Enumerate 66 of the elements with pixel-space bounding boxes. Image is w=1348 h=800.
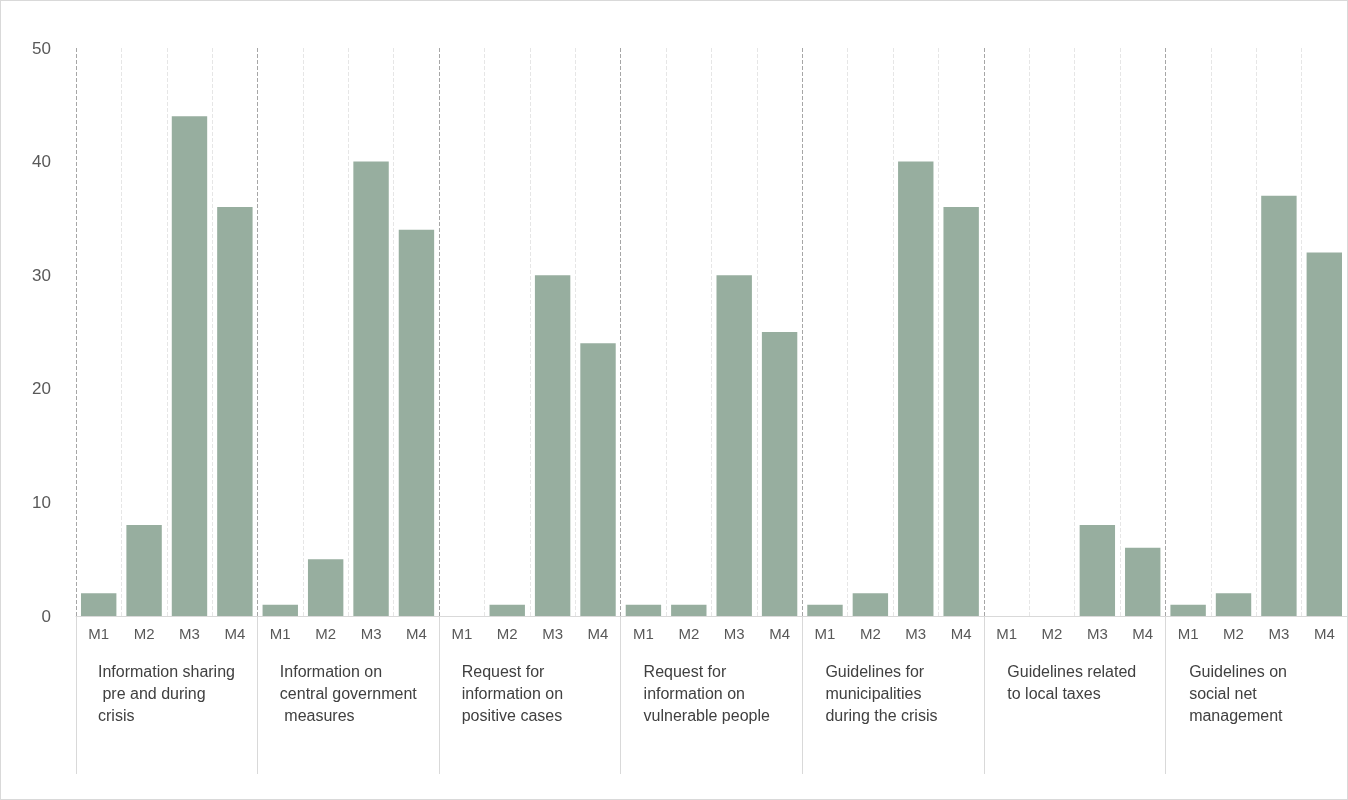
x-tick-label: M1 xyxy=(451,625,473,642)
x-tick-label: M2 xyxy=(133,625,155,642)
bar xyxy=(217,207,253,616)
text: Guidelines related to local taxes xyxy=(1007,662,1141,702)
bar xyxy=(671,604,707,616)
bar xyxy=(807,604,843,616)
x-tick-label: M1 xyxy=(996,625,1017,642)
x-tick-label: M2 xyxy=(1041,625,1063,642)
bar xyxy=(716,275,752,616)
bar xyxy=(625,604,662,616)
x-tick-label: M2 xyxy=(496,625,518,642)
text: Guidelines for municipalities during the crisis xyxy=(825,662,938,724)
x-tick-label: M4 xyxy=(406,625,427,642)
text: Information on central government measures xyxy=(279,662,418,724)
bar xyxy=(761,332,798,616)
text: Information sharing pre and during crisis xyxy=(98,662,235,724)
bar xyxy=(1170,604,1206,616)
y-tick-label: 40 xyxy=(32,152,51,172)
x-tick-label: M3 xyxy=(542,625,564,642)
x-tick-label: M4 xyxy=(1132,625,1154,642)
x-tick-label: M2 xyxy=(678,625,700,642)
y-tick-label: 20 xyxy=(32,379,51,399)
text: Guidelines on social net management xyxy=(1189,662,1292,724)
x-tick-label: M4 xyxy=(950,625,972,642)
bar xyxy=(1215,593,1252,616)
x-tick-label: M4 xyxy=(224,625,246,642)
x-tick-label: M4 xyxy=(769,625,791,642)
bar xyxy=(489,604,525,616)
bar xyxy=(262,604,298,616)
bar xyxy=(1261,195,1297,616)
x-tick-label: M1 xyxy=(632,625,654,642)
x-tick-label: M2 xyxy=(1223,625,1244,642)
bar xyxy=(898,161,934,616)
bar xyxy=(1125,547,1161,616)
bar xyxy=(1306,252,1343,616)
bar xyxy=(171,116,208,616)
x-tick-label: M3 xyxy=(723,625,745,642)
text: Request for information on vulnerable people xyxy=(643,662,770,724)
x-tick-label: M1 xyxy=(814,625,836,642)
x-tick-label: M1 xyxy=(88,625,110,642)
text: Request for information on positive cases xyxy=(461,662,568,724)
x-tick-label: M4 xyxy=(1313,625,1335,642)
bar xyxy=(1079,525,1116,616)
bar xyxy=(398,229,435,616)
bar xyxy=(943,207,979,616)
x-tick-label: M4 xyxy=(587,625,609,642)
x-tick-label: M2 xyxy=(859,625,881,642)
y-tick-label: 0 xyxy=(41,606,51,626)
x-tick-label: M3 xyxy=(1086,625,1108,642)
x-tick-label: M3 xyxy=(360,625,382,642)
bar xyxy=(80,593,117,616)
y-tick-label: 30 xyxy=(32,265,51,285)
x-tick-label: M1 xyxy=(1177,625,1199,642)
x-tick-label: M3 xyxy=(905,625,927,642)
bar xyxy=(307,559,344,616)
bar xyxy=(580,343,616,616)
bar xyxy=(534,275,571,616)
x-tick-label: M2 xyxy=(315,625,337,642)
x-tick-label: M3 xyxy=(179,625,200,642)
y-tick-label: 10 xyxy=(32,492,51,512)
bar xyxy=(852,593,889,616)
x-tick-label: M3 xyxy=(1268,625,1290,642)
y-tick-label: 50 xyxy=(32,38,51,58)
x-tick-label: M1 xyxy=(269,625,291,642)
bar xyxy=(353,161,389,616)
bar xyxy=(126,525,162,616)
